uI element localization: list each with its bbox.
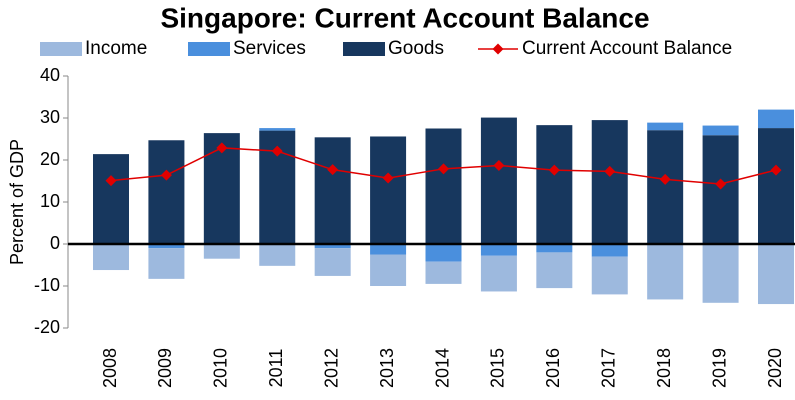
legend-label: Current Account Balance [522,38,732,59]
line-marker [715,178,727,190]
line-marker [770,164,782,176]
x-tick-label: 2014 [432,348,452,388]
legend-label: Goods [388,38,444,59]
bar-segment [647,244,684,300]
bar-segment [314,248,351,276]
bar-segment [702,125,739,136]
bar-segment [425,261,462,284]
y-axis-label: Percent of GDP [7,139,27,265]
bar-segment [314,244,351,249]
bar-segment [370,136,407,244]
chart-title: Singapore: Current Account Balance [160,2,649,33]
bar-segment [536,252,573,289]
bar-segment [536,244,573,253]
bar-segment [259,244,296,266]
bar-segment [148,244,185,249]
x-tick-label: 2016 [543,348,563,388]
bar-segment [702,244,739,303]
legend-swatch [343,42,385,56]
line-marker [271,145,283,157]
line-marker [438,163,449,175]
bar-segment [591,256,628,295]
bar-segment [148,248,185,279]
x-tick-label: 2018 [654,348,674,388]
line-marker [160,169,172,181]
bar-segment [758,109,794,129]
bar-segment [480,244,517,256]
y-tick-label: 40 [40,65,60,85]
line-marker [216,142,228,154]
x-tick-label: 2012 [321,348,341,388]
x-tick-label: 2015 [488,348,508,388]
x-tick-label: 2020 [765,348,785,388]
bar-segment [591,244,628,257]
x-tick-label: 2011 [266,349,286,388]
bar-segment [93,244,129,271]
line-marker [327,164,339,176]
bar-segment [647,130,684,244]
line-marker [659,173,671,185]
legend-swatch [188,42,230,56]
bar-segment [591,120,628,244]
bar-segment [93,154,129,244]
bar-segment [425,244,462,262]
y-tick-label: -20 [34,317,60,337]
x-tick-label: 2009 [155,348,175,388]
bar-segment [480,117,517,244]
line-marker [382,172,394,184]
legend-label: Services [233,38,306,59]
bar-segment [758,128,794,244]
line-marker [105,175,117,187]
legend-marker [492,43,504,55]
line-marker [604,165,616,177]
x-tick-label: 2017 [599,348,619,388]
bar-segment [259,128,296,131]
bar-segment [425,128,462,244]
y-tick-label: 10 [40,191,60,211]
x-tick-label: 2010 [211,348,231,388]
bar-segment [314,137,351,244]
bar-segment [536,125,573,244]
bar-segment [758,244,794,305]
bar-segment [370,244,407,255]
line-marker [493,159,505,171]
line-marker [548,164,560,176]
bar-segment [370,254,407,286]
x-tick-label: 2013 [377,348,397,388]
y-tick-label: 30 [40,107,60,127]
y-tick-label: 0 [50,233,60,253]
bar-segment [480,255,517,292]
y-tick-label: -10 [34,275,60,295]
legend-swatch [40,42,82,56]
bar-segment [702,135,739,244]
bar-segment [203,244,240,259]
x-tick-label: 2019 [709,348,729,388]
y-tick-label: 20 [40,149,60,169]
bar-segment [647,122,684,131]
x-tick-label: 2008 [100,348,120,388]
legend-label: Income [85,38,147,59]
bar-segment [148,140,185,244]
